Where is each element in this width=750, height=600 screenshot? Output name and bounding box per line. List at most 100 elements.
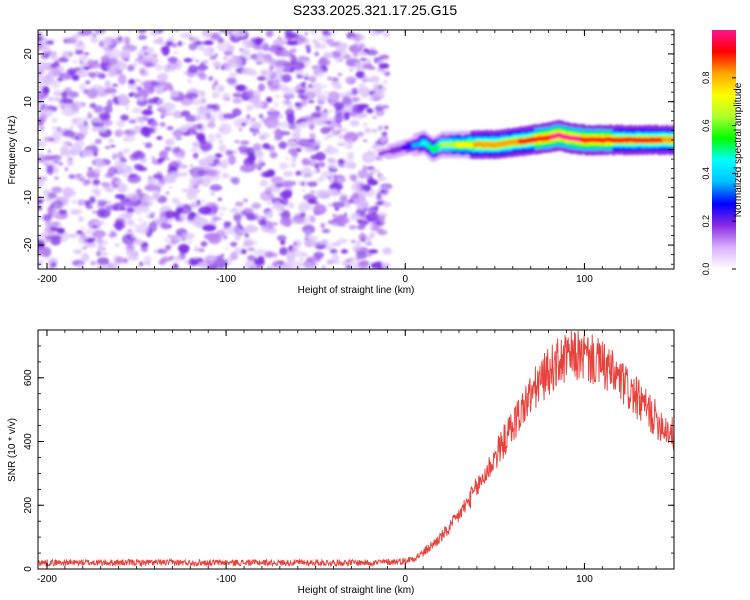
heatmap-cell [191, 98, 202, 106]
heatmap-cell [273, 102, 279, 108]
heatmap-cell [163, 238, 170, 243]
heatmap-cell [145, 47, 155, 55]
ridge-cell [607, 136, 610, 142]
heatmap-cell [307, 198, 317, 205]
heatmap-cell [156, 195, 168, 204]
heatmap-cell [152, 173, 164, 180]
ridge-cell [589, 137, 591, 143]
heatmap-cell [337, 73, 341, 77]
heatmap-cell [172, 265, 179, 269]
heatmap-cell [102, 38, 110, 46]
ridge-cell [423, 140, 426, 145]
heatmap-cell [358, 87, 372, 97]
heatmap-cell [126, 207, 136, 214]
heatmap-cell [74, 49, 84, 55]
heatmap-cell [309, 180, 314, 183]
heatmap-cell [348, 257, 356, 261]
heatmap-cell [106, 64, 117, 71]
heatmap-cell [111, 94, 116, 99]
ridge-cell [567, 134, 570, 140]
heatmap-cell [259, 219, 267, 227]
heatmap-cell [67, 91, 79, 98]
heatmap-cell [244, 261, 255, 268]
heatmap-cell [47, 149, 52, 153]
heatmap-cell [222, 95, 229, 101]
heatmap-cell [181, 110, 191, 117]
heatmap-cell [254, 257, 265, 268]
heatmap-cell [54, 64, 59, 69]
heatmap-cell [278, 141, 288, 149]
ridge-cell [661, 138, 663, 143]
ridge-cell [499, 141, 502, 147]
heatmap-cell [96, 264, 108, 269]
heatmap-cell [368, 249, 379, 254]
heatmap-cell [41, 246, 52, 258]
heatmap-cell [102, 175, 107, 179]
heatmap-cell [229, 209, 235, 213]
heatmap-cell [274, 129, 283, 141]
heatmap-cell [234, 139, 240, 144]
ridge-cell [547, 135, 549, 141]
heatmap-cell [279, 217, 292, 227]
ridge-cell [482, 142, 485, 148]
heatmap-cell [291, 156, 297, 162]
heatmap-cell [267, 170, 275, 178]
heatmap-cell [276, 205, 286, 212]
heatmap-cell [40, 103, 47, 108]
heatmap-cell [227, 58, 238, 65]
heatmap-cell [336, 130, 341, 134]
heatmap-cell [53, 165, 59, 174]
heatmap-cell [165, 191, 170, 195]
heatmap-cell [287, 141, 296, 148]
colorbar: 0.0 0.2 0.4 0.6 0.8 Normalized spectral ampl… [701, 30, 744, 275]
ridge-cell [450, 141, 453, 147]
heatmap-cell [262, 143, 271, 150]
ridge-cell [394, 148, 397, 153]
ridge-cell [500, 141, 503, 147]
heatmap-cell [225, 229, 232, 235]
heatmap-cell [137, 35, 147, 40]
heatmap-cell [97, 239, 109, 246]
ridge-cell [431, 147, 433, 152]
ridge-cell [412, 143, 415, 148]
ridge-cell [645, 138, 647, 143]
heatmap-cell [252, 143, 262, 151]
heatmap-cell [172, 64, 182, 70]
ridge-cell [390, 150, 392, 154]
heatmap-cell [284, 66, 291, 72]
heatmap-cell [161, 102, 176, 112]
heatmap-cell [196, 90, 206, 95]
heatmap-cell [225, 247, 229, 250]
ridge-cell [380, 151, 383, 156]
heatmap-cell [266, 264, 274, 269]
heatmap-cell [84, 52, 90, 56]
heatmap-cell [323, 90, 331, 95]
heatmap-cell [208, 76, 214, 81]
ridge-cell [395, 148, 398, 152]
heatmap-cell [207, 133, 216, 144]
heatmap-cell [351, 183, 361, 192]
heatmap-cell [79, 232, 86, 239]
ridge-cell [403, 146, 405, 150]
heatmap-cell [104, 80, 111, 89]
heatmap-cell [348, 111, 357, 117]
heatmap-cell [350, 212, 361, 221]
heatmap-cell [256, 131, 261, 135]
ridge-cell [609, 137, 612, 143]
heatmap-cell [228, 154, 236, 165]
heatmap-cell [326, 38, 335, 46]
heatmap-cell [104, 146, 111, 149]
heatmap-cell [234, 234, 241, 241]
ridge-cell [519, 139, 521, 145]
heatmap-cell [278, 162, 289, 170]
heatmap-cell [167, 206, 172, 211]
ridge-cell [408, 143, 411, 148]
heatmap-cell [116, 183, 128, 193]
heatmap-cell [304, 76, 309, 80]
heatmap-cell [172, 211, 181, 219]
heatmap-cell [286, 113, 295, 124]
ridge-cell [459, 143, 461, 148]
ridge-cell [510, 139, 513, 145]
heatmap-cell [339, 195, 348, 204]
heatmap-cell [276, 76, 283, 82]
